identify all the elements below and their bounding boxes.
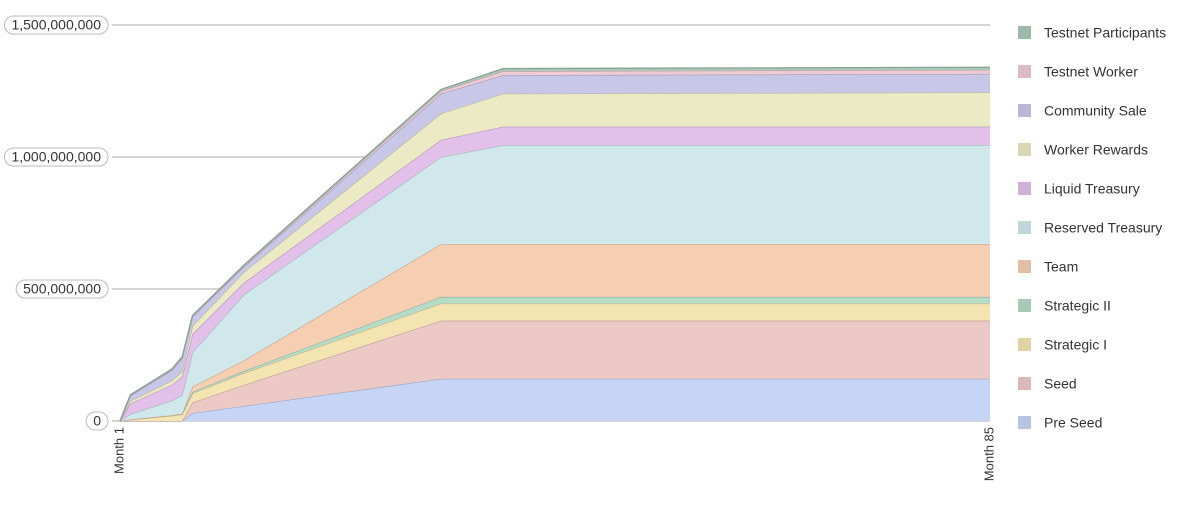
legend-swatch bbox=[1018, 143, 1031, 156]
y-tick-label: 0 bbox=[93, 413, 101, 429]
y-tick: 1,500,000,000 bbox=[3, 15, 109, 35]
legend-item: Testnet Worker bbox=[1018, 64, 1138, 80]
legend-item: Reserved Treasury bbox=[1018, 220, 1162, 236]
y-tick: 500,000,000 bbox=[15, 279, 109, 299]
area bbox=[120, 244, 990, 421]
legend-item: Community Sale bbox=[1018, 103, 1147, 119]
legend-swatch bbox=[1018, 260, 1031, 273]
legend-swatch bbox=[1018, 26, 1031, 39]
legend-label: Testnet Participants bbox=[1044, 25, 1166, 41]
legend-label: Testnet Worker bbox=[1044, 64, 1138, 80]
legend-swatch bbox=[1018, 182, 1031, 195]
x-tick-label: Month 1 bbox=[111, 427, 126, 474]
legend-label: Liquid Treasury bbox=[1044, 181, 1140, 197]
area bbox=[120, 320, 990, 421]
area bbox=[120, 145, 990, 421]
legend-item: Pre Seed bbox=[1018, 415, 1102, 431]
y-tick-label: 1,500,000,000 bbox=[11, 17, 101, 33]
area-edge bbox=[119, 66, 991, 422]
y-tick: 1,000,000,000 bbox=[3, 147, 109, 167]
legend-label: Strategic II bbox=[1044, 298, 1111, 314]
legend-label: Reserved Treasury bbox=[1044, 220, 1162, 236]
legend-item: Strategic I bbox=[1018, 337, 1107, 353]
y-tick-pill bbox=[15, 279, 109, 299]
legend-item: Strategic II bbox=[1018, 298, 1111, 314]
area bbox=[120, 303, 990, 421]
legend-item: Seed bbox=[1018, 376, 1077, 392]
area bbox=[120, 92, 990, 421]
legend-swatch bbox=[1018, 299, 1031, 312]
legend-label: Seed bbox=[1044, 376, 1077, 392]
legend-swatch bbox=[1018, 65, 1031, 78]
legend-swatch bbox=[1018, 377, 1031, 390]
legend-swatch bbox=[1018, 104, 1031, 117]
x-tick-label: Month 85 bbox=[981, 427, 996, 481]
legend-item: Liquid Treasury bbox=[1018, 181, 1140, 197]
y-tick: 0 bbox=[85, 411, 109, 431]
legend-swatch bbox=[1018, 221, 1031, 234]
legend-label: Worker Rewards bbox=[1044, 142, 1148, 158]
y-tick-pill bbox=[3, 15, 109, 35]
legend-label: Strategic I bbox=[1044, 337, 1107, 353]
area bbox=[120, 378, 990, 421]
legend-label: Community Sale bbox=[1044, 103, 1147, 119]
y-tick-pill bbox=[3, 147, 109, 167]
legend-label: Pre Seed bbox=[1044, 415, 1102, 431]
y-tick-label: 500,000,000 bbox=[23, 281, 101, 297]
y-tick-label: 1,000,000,000 bbox=[11, 149, 101, 165]
legend-item: Testnet Participants bbox=[1018, 25, 1166, 41]
legend-swatch bbox=[1018, 416, 1031, 429]
legend-label: Team bbox=[1044, 259, 1078, 275]
legend-item: Worker Rewards bbox=[1018, 142, 1148, 158]
legend-swatch bbox=[1018, 338, 1031, 351]
y-tick-pill bbox=[85, 411, 109, 431]
legend-item: Team bbox=[1018, 259, 1078, 275]
